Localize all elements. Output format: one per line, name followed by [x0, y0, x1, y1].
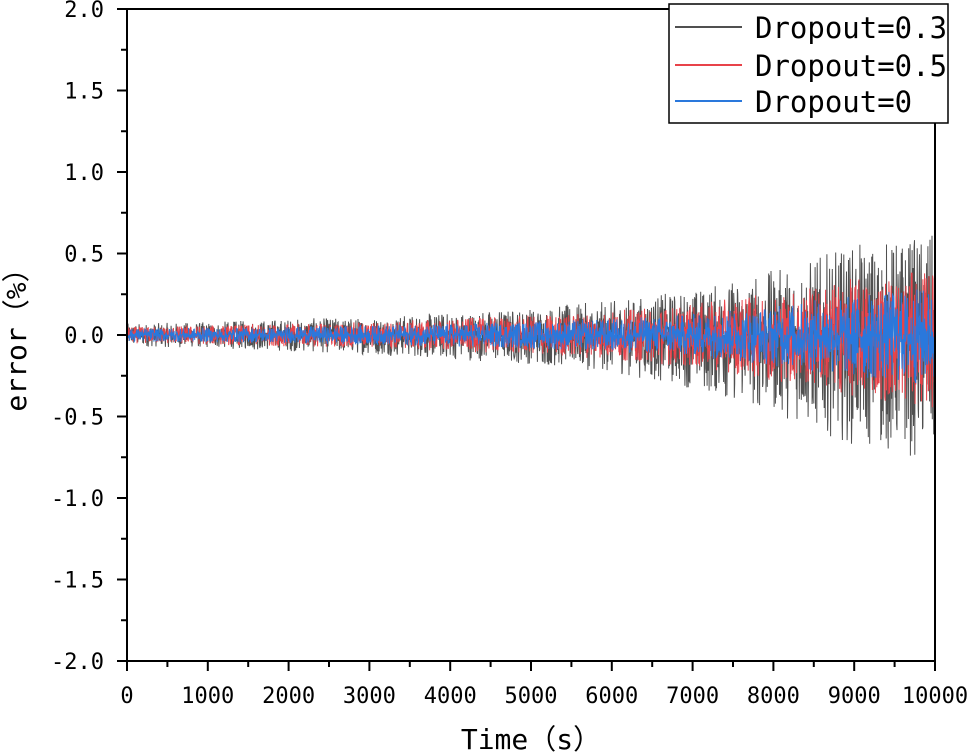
- x-tick-label: 8000: [747, 684, 800, 709]
- x-tick-label: 6000: [585, 684, 638, 709]
- y-tick-label: 1.0: [64, 161, 104, 186]
- axes-layer: 0 1000 2000 3000 4000 5000 6000 7000 8000 9000 100…: [51, 0, 968, 709]
- y-tick-label: -1.5: [51, 569, 104, 594]
- series-layer: [126, 235, 936, 456]
- series-line-dropout-0: [126, 289, 936, 384]
- x-tick-label: 5000: [505, 684, 558, 709]
- y-tick-label: -2.0: [51, 650, 104, 675]
- y-tick-label: -1.0: [51, 487, 104, 512]
- x-axis-label: Time（s）: [461, 723, 601, 753]
- legend: Dropout=0.3 Dropout=0.5 Dropout=0: [668, 3, 949, 124]
- y-axis-label: error（%）: [0, 254, 33, 411]
- legend-label-dropout-0-5: Dropout=0.5: [755, 49, 947, 83]
- x-tick-label: 10000: [902, 684, 968, 709]
- y-tick-label: 2.0: [64, 0, 104, 23]
- x-tick-label: 9000: [828, 684, 881, 709]
- legend-box: [668, 3, 949, 124]
- x-tick-label: 2000: [262, 684, 315, 709]
- y-tick-label: -0.5: [51, 406, 104, 431]
- x-tick-label: 3000: [343, 684, 396, 709]
- y-tick-label: 0.0: [64, 324, 104, 349]
- y-tick-label: 1.5: [64, 80, 104, 105]
- x-tick-label: 0: [120, 684, 133, 709]
- legend-label-dropout-0-3: Dropout=0.3: [755, 11, 947, 45]
- x-tick-label: 7000: [666, 684, 719, 709]
- legend-label-dropout-0: Dropout=0: [755, 85, 912, 119]
- x-tick-label: 4000: [424, 684, 477, 709]
- x-tick-label: 1000: [181, 684, 234, 709]
- y-tick-label: 0.5: [64, 243, 104, 268]
